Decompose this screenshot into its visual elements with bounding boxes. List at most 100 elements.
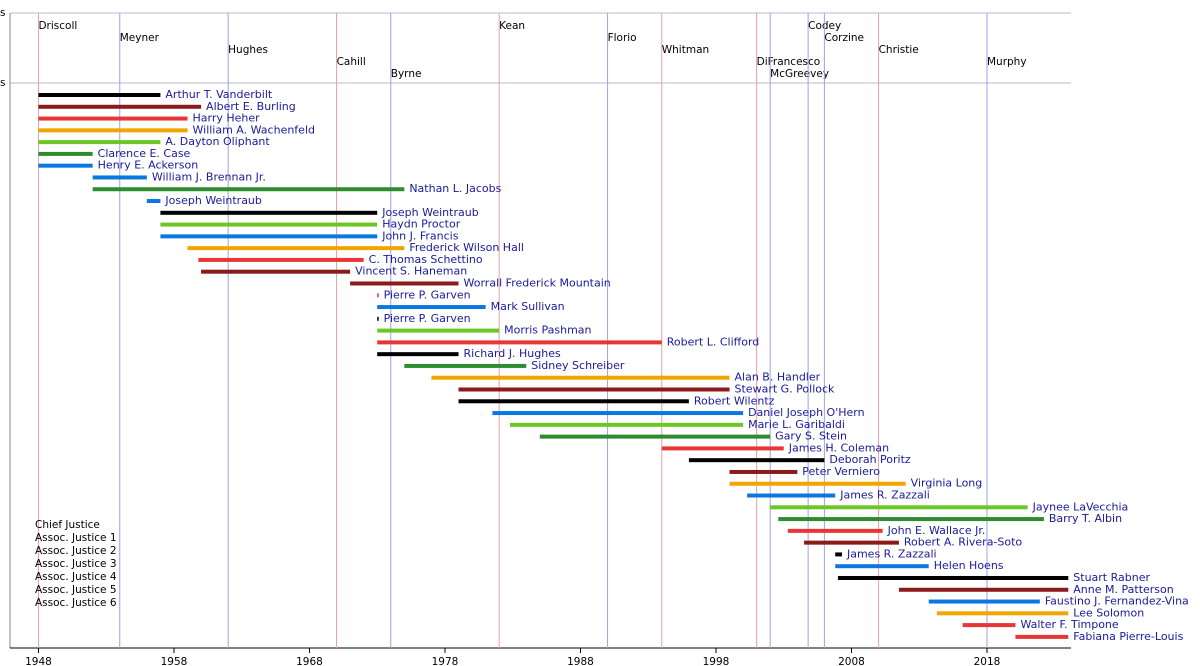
tenure-bar bbox=[160, 234, 378, 239]
governor-label: Corzine bbox=[824, 32, 864, 44]
band-label: s bbox=[0, 77, 5, 89]
governor-label: Murphy bbox=[987, 56, 1027, 68]
governor-label: Meyner bbox=[120, 32, 160, 44]
justice-name: Joseph Weintraub bbox=[164, 194, 261, 207]
tenure-bar bbox=[146, 199, 161, 204]
x-tick-label: 1988 bbox=[567, 656, 594, 666]
legend-entry: Assoc. Justice 2 bbox=[35, 545, 117, 557]
tenure-bar bbox=[38, 128, 188, 133]
tenure-bar bbox=[928, 599, 1040, 604]
tenure-bar bbox=[160, 210, 378, 215]
justice-name: Robert Wilentz bbox=[694, 394, 775, 407]
justice-name: Robert A. Rivera-Soto bbox=[904, 536, 1023, 549]
justice-name: Stuart Rabner bbox=[1073, 571, 1150, 584]
justice-name: Richard J. Hughes bbox=[464, 347, 561, 360]
x-tick-label: 2018 bbox=[974, 656, 1001, 666]
justice-name: A. Dayton Oliphant bbox=[165, 135, 270, 148]
x-tick-label: 1948 bbox=[25, 656, 52, 666]
tenure-bar bbox=[729, 481, 906, 486]
legend-entry: Chief Justice bbox=[35, 519, 100, 531]
justice-name: Morris Pashman bbox=[504, 324, 591, 337]
tenure-bar bbox=[770, 505, 1028, 510]
justice-name: John E. Wallace Jr. bbox=[887, 524, 986, 537]
justice-name: Helen Hoens bbox=[934, 559, 1004, 572]
justice-name: John J. Francis bbox=[381, 229, 459, 242]
governor-label: Christie bbox=[879, 44, 919, 56]
justice-name: Nathan L. Jacobs bbox=[409, 182, 501, 195]
governor-label: Florio bbox=[608, 32, 637, 44]
justice-name: Clarence E. Case bbox=[98, 147, 191, 160]
justice-name: William A. Wachenfeld bbox=[193, 123, 316, 136]
tenure-bar bbox=[92, 187, 405, 192]
justice-name: Marie L. Garibaldi bbox=[748, 418, 845, 431]
band-label: s bbox=[0, 7, 5, 19]
tenure-bar bbox=[837, 575, 1069, 580]
legend-entry: Assoc. Justice 5 bbox=[35, 584, 117, 596]
justice-name: Mark Sullivan bbox=[491, 300, 565, 313]
tenure-bar bbox=[350, 281, 459, 286]
tenure-bar bbox=[804, 540, 899, 545]
justice-name: Stewart G. Pollock bbox=[735, 383, 836, 396]
tenure-bar bbox=[1015, 634, 1069, 639]
tenure-bar bbox=[729, 469, 798, 474]
governor-label: Byrne bbox=[391, 68, 422, 80]
justice-name: C. Thomas Schettino bbox=[369, 253, 483, 266]
tenure-bar bbox=[377, 340, 662, 345]
tenure-bar bbox=[38, 116, 188, 121]
justice-name: Daniel Joseph O'Hern bbox=[748, 406, 865, 419]
justice-name: Arthur T. Vanderbilt bbox=[165, 88, 272, 101]
tenure-bar bbox=[688, 458, 825, 463]
legend-entry: Assoc. Justice 4 bbox=[35, 571, 117, 583]
justice-name: Deborah Poritz bbox=[829, 453, 911, 466]
justice-name: Gary S. Stein bbox=[775, 430, 847, 443]
tenure-bar bbox=[38, 151, 93, 156]
tenure-bar bbox=[962, 623, 1016, 628]
justice-name: Henry E. Ackerson bbox=[98, 159, 199, 172]
tenure-bar bbox=[38, 140, 161, 145]
justice-name: Fabiana Pierre-Louis bbox=[1073, 630, 1183, 643]
justice-name: Walter F. Timpone bbox=[1020, 618, 1118, 631]
x-tick-label: 1978 bbox=[432, 656, 459, 666]
tenure-bar bbox=[835, 552, 842, 557]
justice-name: Barry T. Albin bbox=[1049, 512, 1122, 525]
tenure-bar bbox=[835, 564, 929, 569]
justice-name: Sidney Schreiber bbox=[531, 359, 625, 372]
tenure-bar bbox=[431, 375, 730, 380]
justice-name: Vincent S. Haneman bbox=[355, 265, 467, 278]
justice-name: Anne M. Patterson bbox=[1073, 583, 1173, 596]
governor-label: Driscoll bbox=[38, 20, 77, 32]
justice-name: Lee Solomon bbox=[1073, 606, 1144, 619]
justice-name: Robert L. Clifford bbox=[667, 335, 760, 348]
tenure-bar bbox=[898, 587, 1069, 592]
tenure-bar bbox=[187, 246, 405, 251]
governor-label: Kean bbox=[499, 20, 525, 32]
x-tick-label: 1998 bbox=[703, 656, 730, 666]
tenure-bar bbox=[377, 316, 379, 321]
justice-name: James H. Coleman bbox=[788, 441, 889, 454]
governor-label: Cahill bbox=[337, 56, 366, 68]
tenure-bar bbox=[377, 328, 500, 333]
justice-name: Frederick Wilson Hall bbox=[409, 241, 524, 254]
tenure-bar bbox=[377, 305, 486, 310]
x-tick-label: 1958 bbox=[161, 656, 188, 666]
tenure-bar bbox=[160, 222, 378, 227]
tenure-bar bbox=[38, 93, 161, 97]
justice-name: Haydn Proctor bbox=[382, 218, 461, 231]
legend-entry: Assoc. Justice 6 bbox=[35, 597, 117, 609]
tenure-bar bbox=[747, 493, 836, 498]
tenure-bar bbox=[38, 163, 93, 168]
tenure-bar bbox=[38, 104, 202, 109]
tenure-bar bbox=[661, 446, 784, 451]
justice-name: Albert E. Burling bbox=[206, 100, 296, 113]
tenure-bar bbox=[936, 611, 1069, 616]
tenure-bar bbox=[404, 363, 527, 368]
tenure-bar bbox=[377, 352, 459, 357]
justice-name: Peter Verniero bbox=[802, 465, 880, 478]
justice-name: Jaynee LaVecchia bbox=[1032, 500, 1129, 513]
tenure-bar bbox=[377, 293, 379, 298]
justice-name: Pierre P. Garven bbox=[384, 288, 471, 301]
tenure-bar bbox=[201, 269, 351, 274]
justice-name: Harry Heher bbox=[193, 112, 261, 125]
justice-name: Faustino J. Fernandez-Vina bbox=[1045, 595, 1189, 608]
